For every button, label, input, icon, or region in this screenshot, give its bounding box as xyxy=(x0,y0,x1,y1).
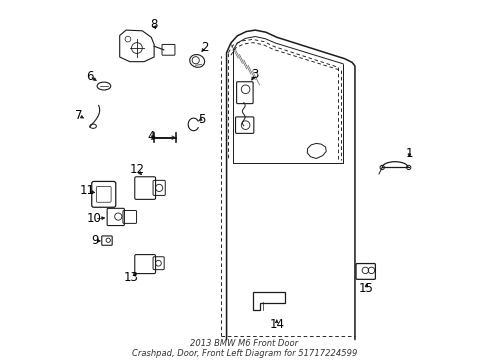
Text: 2013 BMW M6 Front Door
Crashpad, Door, Front Left Diagram for 51717224599: 2013 BMW M6 Front Door Crashpad, Door, F… xyxy=(132,339,356,358)
Text: 10: 10 xyxy=(87,212,102,225)
Text: 2: 2 xyxy=(201,41,208,54)
Text: 3: 3 xyxy=(251,68,259,81)
Text: 14: 14 xyxy=(269,318,284,331)
Text: 4: 4 xyxy=(147,130,155,144)
Text: 8: 8 xyxy=(150,18,158,31)
Text: 6: 6 xyxy=(86,69,93,82)
Text: 15: 15 xyxy=(358,282,373,295)
Text: 13: 13 xyxy=(124,271,139,284)
Text: 5: 5 xyxy=(197,113,205,126)
Text: 1: 1 xyxy=(405,147,412,159)
Text: 9: 9 xyxy=(91,234,98,247)
Text: 11: 11 xyxy=(80,184,95,197)
Text: 12: 12 xyxy=(129,163,144,176)
Text: 7: 7 xyxy=(75,109,82,122)
